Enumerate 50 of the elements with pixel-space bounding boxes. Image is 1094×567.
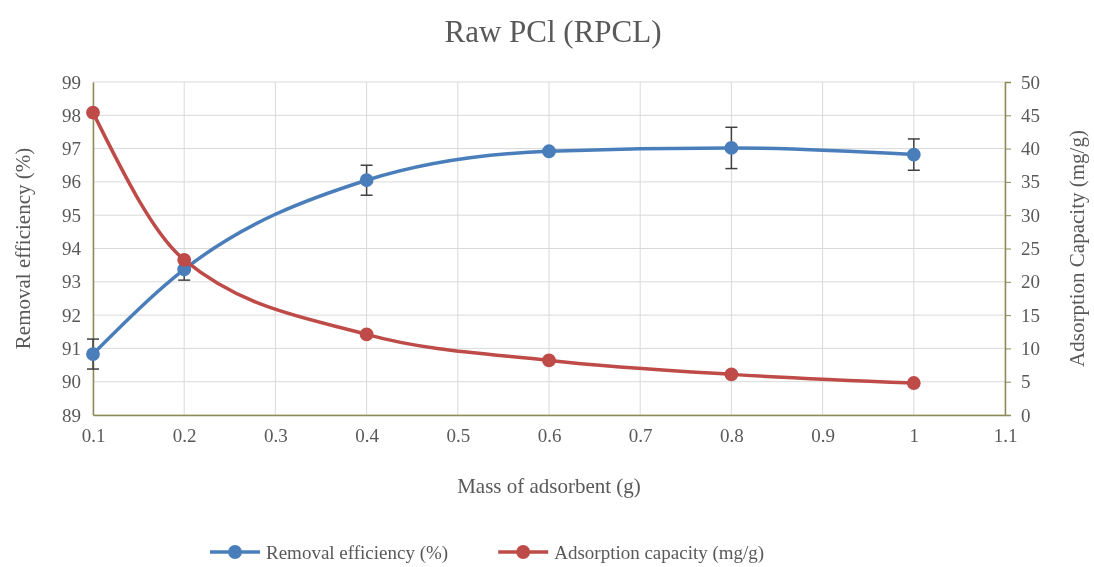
- y2-tick-label: 10: [1021, 337, 1040, 359]
- legend-label: Adsorption capacity (mg/g): [554, 542, 765, 564]
- y2-tick-label: 45: [1021, 104, 1040, 126]
- y-tick-label: 99: [62, 71, 81, 93]
- x-tick-label: 0.2: [172, 425, 197, 447]
- y-tick-label: 98: [62, 104, 81, 126]
- x-tick-label: 0.6: [537, 425, 562, 447]
- y-axis-title: Removal efficiency (%): [11, 147, 35, 350]
- x-tick-label: 0.8: [720, 425, 744, 447]
- y-tick-label: 91: [62, 337, 81, 359]
- y-tick-label: 94: [62, 238, 82, 260]
- point: [724, 367, 739, 382]
- x-tick-label: 0.3: [264, 425, 288, 447]
- x-tick-label: 1: [909, 425, 920, 447]
- y-tick-label: 97: [62, 138, 81, 160]
- y2-tick-label: 30: [1021, 204, 1040, 226]
- y-tick-label: 92: [62, 304, 81, 326]
- point: [86, 105, 100, 120]
- point: [906, 376, 921, 390]
- x-tick-label: 0.7: [628, 425, 653, 447]
- y2-tick-label: 20: [1021, 271, 1040, 293]
- y-tick-label: 96: [62, 171, 81, 193]
- point: [906, 147, 921, 162]
- point: [359, 327, 374, 342]
- point: [177, 252, 192, 267]
- y-tick-label: 95: [62, 204, 81, 226]
- x-axis-title: Mass of adsorbent (g): [457, 474, 641, 498]
- point: [542, 353, 556, 368]
- point: [724, 141, 739, 155]
- y2-tick-label: 35: [1021, 171, 1040, 193]
- point: [542, 144, 556, 159]
- y2-tick-label: 50: [1021, 71, 1040, 93]
- y-tick-label: 89: [62, 404, 81, 426]
- y2-tick-label: 15: [1021, 304, 1040, 326]
- point: [359, 173, 374, 188]
- x-tick-label: 0.4: [355, 425, 380, 447]
- legend-label: Removal efficiency (%): [266, 542, 449, 564]
- y-tick-label: 90: [62, 371, 81, 393]
- chart-title: Raw PCl (RPCL): [444, 14, 662, 49]
- y2-tick-label: 5: [1021, 371, 1031, 393]
- point: [86, 347, 100, 361]
- x-tick-label: 1.1: [993, 425, 1018, 447]
- y2-tick-label: 25: [1021, 238, 1040, 260]
- x-tick-label: 0.5: [446, 425, 471, 447]
- y2-tick-label: 0: [1021, 404, 1031, 426]
- y2-tick-label: 40: [1021, 138, 1040, 160]
- y2-axis-title: Adsorption Capacity (mg/g): [1065, 130, 1089, 367]
- x-tick-label: 0.9: [811, 425, 835, 447]
- x-tick-label: 0.1: [81, 425, 106, 447]
- y-tick-label: 93: [62, 271, 81, 293]
